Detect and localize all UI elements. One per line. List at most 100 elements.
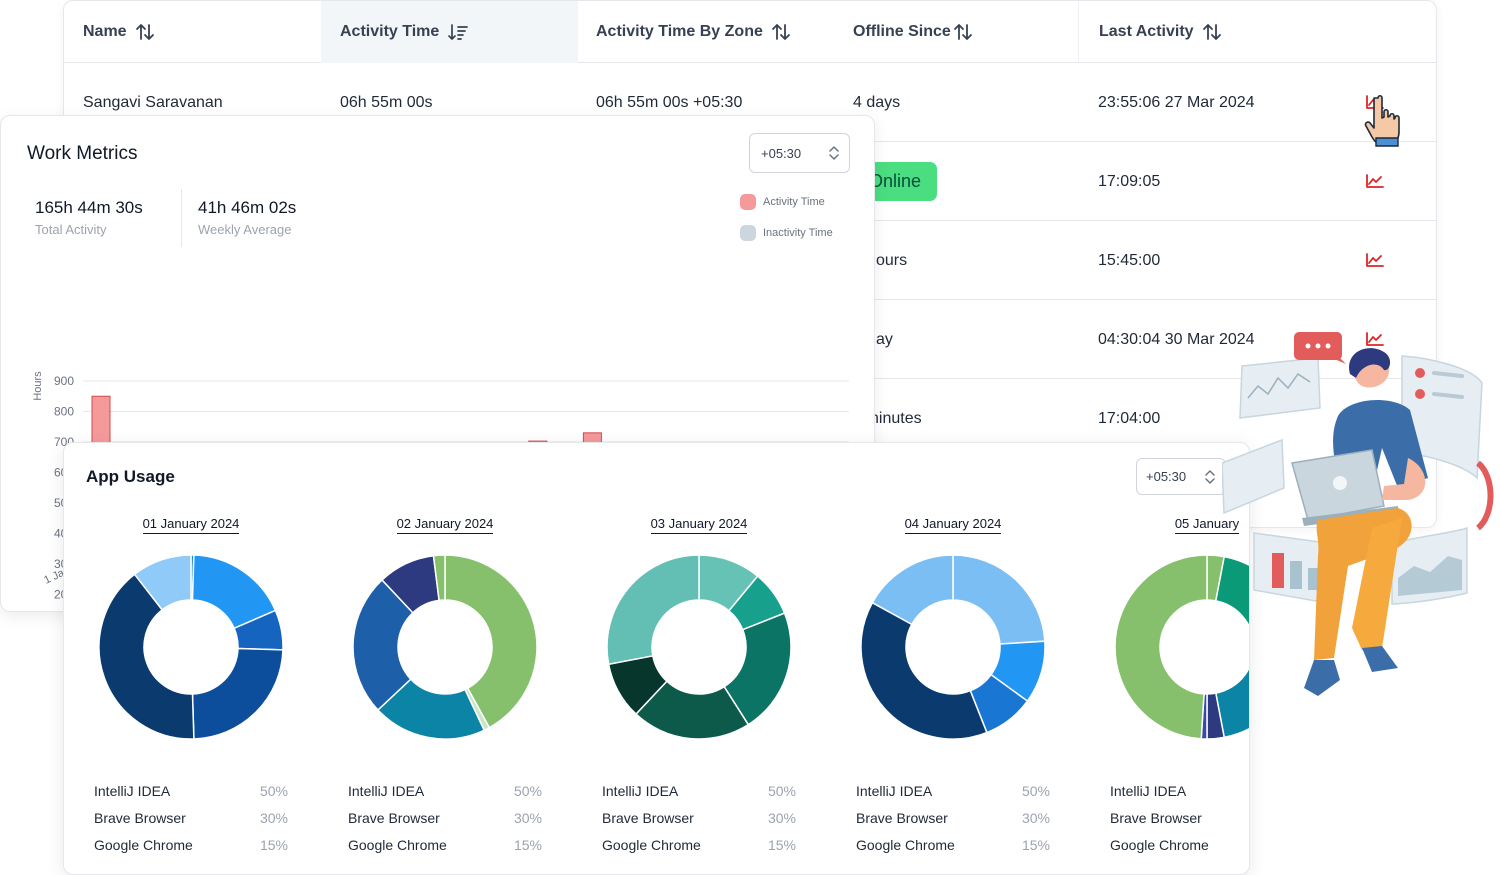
table-row[interactable]: ninutes 17:04:00 [64,379,1436,458]
app-percentage: 15% [767,837,796,853]
column-header-activity-time[interactable]: Activity Time [321,1,578,63]
legend-swatch-inactivity [740,225,756,241]
divider [181,189,182,247]
app-usage-row: Google Chrome [1110,837,1249,853]
sort-icon[interactable] [135,22,155,42]
donut-slice[interactable] [444,554,538,729]
app-usage-row: IntelliJ IDEA 50% [348,783,542,799]
total-activity-value: 165h 44m 30s [35,198,143,217]
app-percentage: 50% [1021,783,1050,799]
app-usage-row: IntelliJ IDEA 50% [856,783,1050,799]
sort-desc-icon[interactable] [447,22,469,42]
app-name: IntelliJ IDEA [348,783,425,799]
day-date: 05 January [1080,516,1249,534]
total-activity-label: Total Activity [35,222,107,237]
app-usage-row: IntelliJ IDEA [1110,783,1249,799]
app-percentage: 30% [767,810,796,826]
column-header-name[interactable]: Name [64,1,321,63]
cell-offline-since: ninutes [870,409,922,427]
cell-last-activity: 17:04:00 [1098,409,1161,427]
y-tick-label: 800 [54,405,74,419]
app-name: IntelliJ IDEA [856,783,933,799]
app-percentage: 15% [513,837,542,853]
legend-label: Inactivity Time [763,227,833,239]
sort-icon[interactable] [771,22,791,42]
app-usage-card: App Usage +05:30 01 January 2024 IntelliJ… [63,442,1250,875]
app-name: IntelliJ IDEA [1110,783,1187,799]
donut-slice[interactable] [860,601,988,740]
legend-label: Activity Time [763,196,825,208]
donut-slice[interactable] [952,554,1046,645]
cell-last-activity: 04:30:04 30 Mar 2024 [1098,330,1255,348]
donut-slice[interactable] [1214,555,1250,641]
timezone-value: +05:30 [761,145,802,161]
donut-slice[interactable] [634,680,750,740]
app-percentage: 15% [1021,837,1050,853]
day-date-label: 03 January 2024 [650,516,748,534]
donut-slice[interactable] [1114,554,1208,740]
app-usage-donut-chart [98,554,284,740]
app-percentage: 15% [259,837,288,853]
weekly-average-value: 41h 46m 02s [198,198,297,217]
timezone-select[interactable]: +05:30 [1136,458,1226,495]
day-usage-column: 05 January IntelliJ IDEA Brave Browser Goog… [1080,443,1250,874]
app-percentage: 30% [259,810,288,826]
column-header-last-activity[interactable]: Last Activity [1078,1,1436,63]
donut-slice[interactable] [133,554,192,611]
cell-offline-since: 4 days [853,93,901,111]
cell-last-activity: 15:45:00 [1098,251,1161,269]
chart-line-icon[interactable] [1366,253,1384,267]
speech-bubble-icon [1294,332,1346,364]
app-usage-row: Brave Browser 30% [856,810,1050,826]
donut-slice[interactable] [1214,635,1250,739]
day-usage-column: 04 January 2024 IntelliJ IDEA 50% Brave Bro… [826,443,1080,874]
day-date-label: 01 January 2024 [142,516,240,534]
donut-slice[interactable] [871,554,954,626]
day-usage-column: 03 January 2024 IntelliJ IDEA 50% Brave Bro… [572,443,826,874]
donut-slice[interactable] [352,578,414,712]
card-title: App Usage [86,467,175,486]
app-usage-row: Google Chrome 15% [602,837,796,853]
app-usage-row: Brave Browser 30% [94,810,288,826]
day-date: 03 January 2024 [572,516,826,534]
timezone-select[interactable]: +05:30 [749,133,850,173]
donut-slice[interactable] [191,647,284,740]
cell-last-activity: 23:55:06 27 Mar 2024 [1098,93,1255,111]
cell-offline-since: ours [876,251,908,269]
donut-slice[interactable] [98,573,195,740]
column-header-offline-since[interactable]: Offline Since [835,1,1078,63]
sort-icon[interactable] [1202,22,1222,42]
cell-offline-since: ay [876,330,893,348]
column-header-label: Activity Time By Zone [596,23,763,40]
app-name: Brave Browser [1110,810,1202,826]
app-name: IntelliJ IDEA [602,783,679,799]
day-date: 02 January 2024 [318,516,572,534]
app-usage-donut-chart [860,554,1046,740]
sort-icon[interactable] [953,22,973,42]
card-title: Work Metrics [27,143,138,164]
chart-line-icon[interactable] [1366,332,1384,346]
column-header-label: Offline Since [853,23,951,40]
chevron-updown-icon [1205,469,1215,484]
app-percentage: 30% [513,810,542,826]
app-name: Google Chrome [1110,837,1209,853]
chart-line-icon[interactable] [1366,174,1384,188]
app-usage-donut-chart [606,554,792,740]
app-usage-row: Google Chrome 15% [348,837,542,853]
donut-slice[interactable] [432,554,446,602]
day-date-label: 02 January 2024 [396,516,494,534]
column-header-label: Name [83,23,127,40]
chevron-updown-icon [829,146,839,160]
day-usage-column: 01 January 2024 IntelliJ IDEA 50% Brave Bro… [64,443,318,874]
day-date: 01 January 2024 [64,516,318,534]
app-name: Google Chrome [348,837,447,853]
column-header-activity-time-by-zone[interactable]: Activity Time By Zone [578,1,835,63]
donut-slice[interactable] [606,554,700,666]
day-date: 04 January 2024 [826,516,1080,534]
day-date-label: 05 January [1174,516,1240,534]
day-usage-column: 02 January 2024 IntelliJ IDEA 50% Brave Bro… [318,443,572,874]
cell-last-activity: 17:09:05 [1098,172,1161,190]
weekly-average-label: Weekly Average [198,222,292,237]
app-usage-donut-chart [1114,554,1250,740]
app-usage-row: Brave Browser 30% [348,810,542,826]
